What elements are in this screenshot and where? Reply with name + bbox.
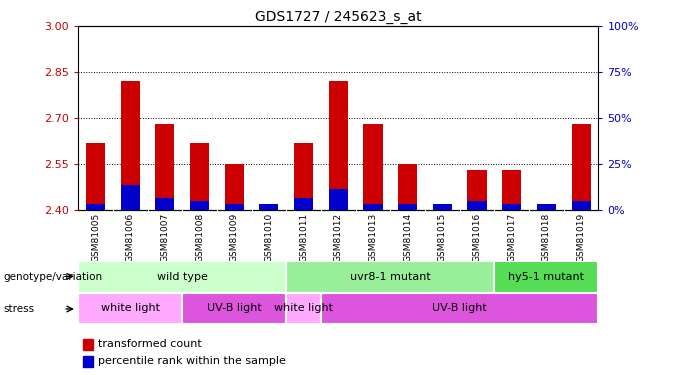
Text: white light: white light bbox=[274, 303, 333, 313]
Text: percentile rank within the sample: percentile rank within the sample bbox=[98, 357, 286, 366]
Bar bbox=[224, 204, 244, 210]
Text: GSM81019: GSM81019 bbox=[577, 213, 585, 262]
Bar bbox=[190, 201, 209, 210]
Bar bbox=[155, 198, 175, 210]
Bar bbox=[363, 124, 383, 210]
Bar bbox=[494, 261, 598, 292]
Text: white light: white light bbox=[101, 303, 160, 313]
Bar bbox=[286, 261, 494, 292]
Text: genotype/variation: genotype/variation bbox=[3, 272, 103, 282]
Bar bbox=[571, 201, 591, 210]
Bar bbox=[259, 204, 279, 210]
Text: uvr8-1 mutant: uvr8-1 mutant bbox=[350, 272, 430, 282]
Text: GSM81016: GSM81016 bbox=[473, 213, 481, 262]
Text: GSM81010: GSM81010 bbox=[265, 213, 273, 262]
Bar bbox=[190, 142, 209, 210]
Bar bbox=[155, 124, 175, 210]
Text: hy5-1 mutant: hy5-1 mutant bbox=[509, 272, 584, 282]
Bar bbox=[86, 142, 105, 210]
Bar bbox=[537, 204, 556, 210]
Bar bbox=[182, 292, 286, 324]
Bar bbox=[120, 186, 140, 210]
Bar bbox=[537, 207, 556, 210]
Text: GSM81018: GSM81018 bbox=[542, 213, 551, 262]
Text: GSM81014: GSM81014 bbox=[403, 213, 412, 262]
Bar bbox=[502, 170, 522, 210]
Bar bbox=[432, 207, 452, 210]
Bar bbox=[259, 207, 279, 210]
Bar bbox=[398, 164, 418, 210]
Text: GSM81015: GSM81015 bbox=[438, 213, 447, 262]
Bar bbox=[294, 198, 313, 210]
Bar bbox=[120, 81, 140, 210]
Bar bbox=[328, 81, 348, 210]
Bar bbox=[84, 356, 92, 367]
Text: GSM81007: GSM81007 bbox=[160, 213, 169, 262]
Title: GDS1727 / 245623_s_at: GDS1727 / 245623_s_at bbox=[255, 10, 422, 24]
Text: GSM81017: GSM81017 bbox=[507, 213, 516, 262]
Text: stress: stress bbox=[3, 304, 35, 314]
Bar bbox=[398, 204, 418, 210]
Bar bbox=[294, 142, 313, 210]
Bar bbox=[502, 204, 522, 210]
Bar bbox=[571, 124, 591, 210]
Bar bbox=[78, 261, 286, 292]
Text: GSM81009: GSM81009 bbox=[230, 213, 239, 262]
Bar bbox=[363, 204, 383, 210]
Bar bbox=[432, 204, 452, 210]
Bar bbox=[84, 339, 92, 350]
Text: wild type: wild type bbox=[157, 272, 207, 282]
Bar bbox=[467, 201, 487, 210]
Text: GSM81006: GSM81006 bbox=[126, 213, 135, 262]
Text: transformed count: transformed count bbox=[98, 339, 202, 349]
Bar bbox=[78, 292, 182, 324]
Text: GSM81013: GSM81013 bbox=[369, 213, 377, 262]
Bar bbox=[224, 164, 244, 210]
Text: GSM81005: GSM81005 bbox=[91, 213, 100, 262]
Bar bbox=[321, 292, 598, 324]
Text: GSM81008: GSM81008 bbox=[195, 213, 204, 262]
Bar bbox=[328, 189, 348, 210]
Text: UV-B light: UV-B light bbox=[207, 303, 262, 313]
Bar bbox=[286, 292, 321, 324]
Text: GSM81011: GSM81011 bbox=[299, 213, 308, 262]
Text: GSM81012: GSM81012 bbox=[334, 213, 343, 262]
Bar bbox=[467, 170, 487, 210]
Text: UV-B light: UV-B light bbox=[432, 303, 487, 313]
Bar bbox=[86, 204, 105, 210]
